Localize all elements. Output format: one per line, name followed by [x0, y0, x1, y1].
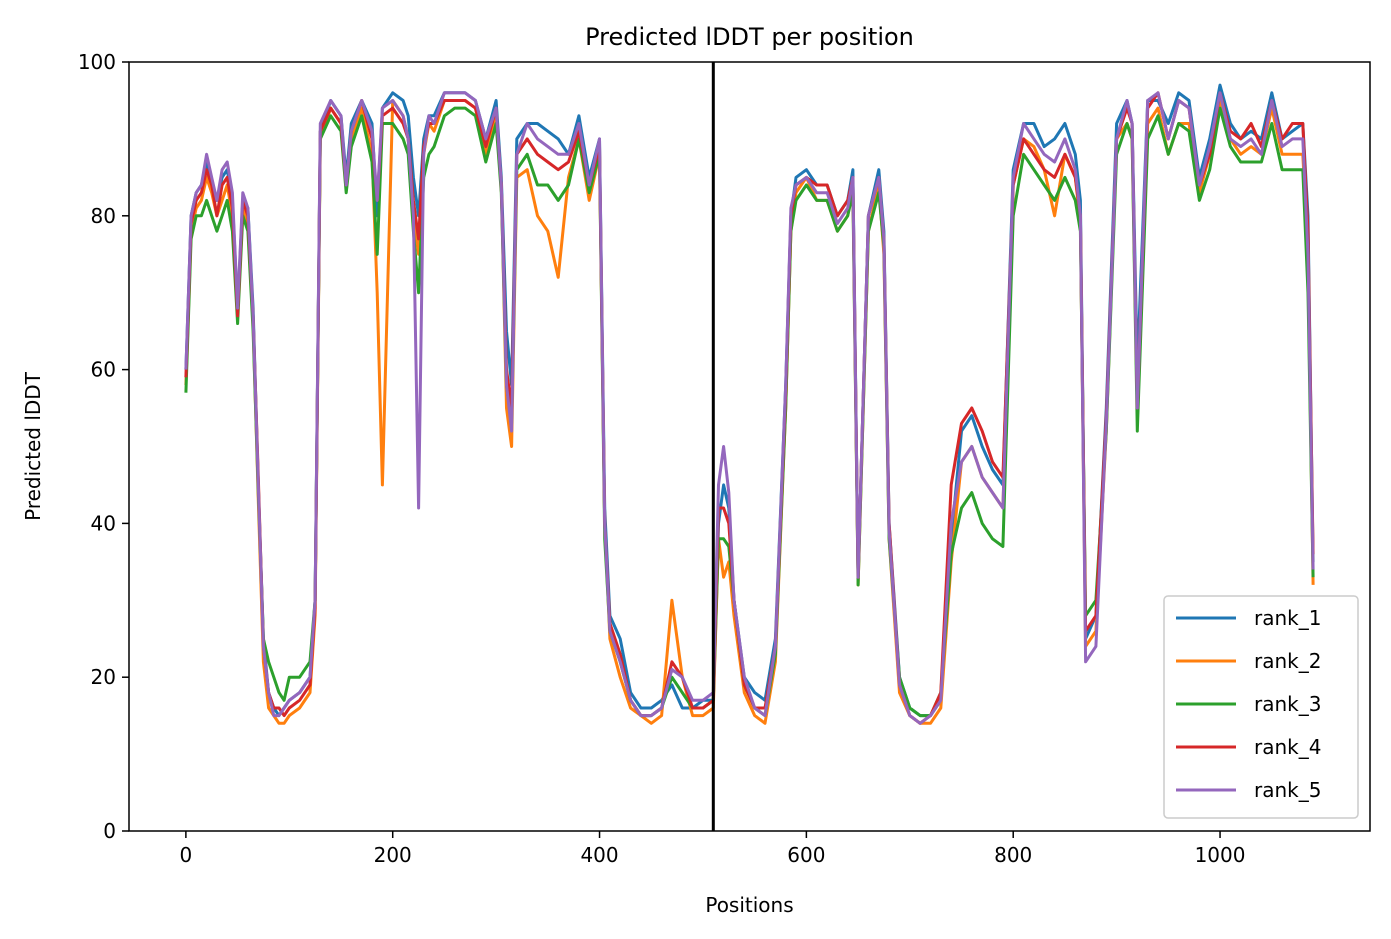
x-tick-label: 1000 [1195, 843, 1246, 867]
y-tick-label: 80 [91, 204, 116, 228]
plot-frame [128, 61, 1371, 832]
x-axis-title: Positions [705, 893, 793, 917]
chart-title: Predicted lDDT per position [585, 23, 914, 51]
y-tick-label: 0 [103, 819, 116, 843]
x-tick-label: 0 [180, 843, 193, 867]
legend-box [1163, 595, 1359, 819]
legend-label-rank_3: rank_3 [1254, 692, 1321, 716]
legend-label-rank_5: rank_5 [1254, 778, 1321, 802]
legend: rank_1 rank_2 rank_3 rank_4 rank_5 [1163, 595, 1359, 819]
y-tick-label: 20 [91, 665, 116, 689]
x-axis-ticks: 0 200 400 600 800 1000 [180, 831, 1246, 867]
x-tick-label: 400 [580, 843, 618, 867]
y-tick-label: 100 [78, 50, 116, 74]
y-tick-label: 60 [91, 358, 116, 382]
x-tick-label: 200 [374, 843, 412, 867]
y-tick-label: 40 [91, 511, 116, 535]
x-tick-label: 600 [787, 843, 825, 867]
x-tick-label: 800 [994, 843, 1032, 867]
legend-label-rank_2: rank_2 [1254, 649, 1321, 673]
legend-label-rank_1: rank_1 [1254, 606, 1321, 630]
y-axis-title: Predicted lDDT [21, 371, 45, 521]
plot-lines [184, 83, 1315, 725]
legend-label-rank_4: rank_4 [1254, 735, 1321, 759]
y-axis-ticks: 0 20 40 60 80 100 [78, 50, 129, 843]
series-line-rank_5 [184, 91, 1315, 725]
